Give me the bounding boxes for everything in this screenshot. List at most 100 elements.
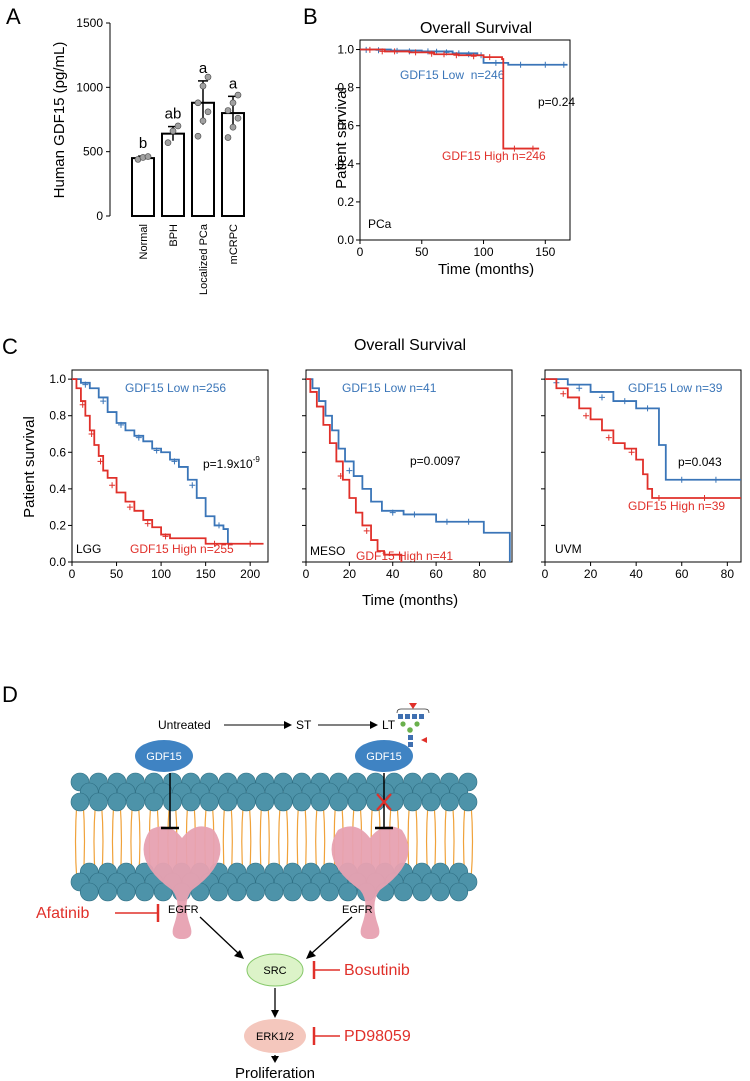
y-tick-label: 0.8: [337, 81, 354, 95]
censor-mark: [465, 51, 472, 58]
egfr-receptor-right: [331, 826, 409, 939]
blocked-cross-icon: [376, 793, 392, 811]
lipid-head: [144, 792, 164, 812]
x-tick-label: 200: [240, 567, 260, 581]
category-label: Normal: [138, 224, 150, 259]
data-point: [169, 127, 177, 135]
censor-mark: [511, 145, 518, 152]
glycan-icon: [396, 703, 430, 747]
gdf15-label: GDF15: [146, 751, 181, 763]
bar: [161, 132, 185, 217]
y-tick-label: 0.0: [337, 233, 354, 247]
y-tick-label: 500: [83, 145, 103, 159]
data-point: [224, 107, 232, 114]
censor-mark: [88, 431, 95, 437]
data-point: [199, 82, 207, 90]
survival-curve: [545, 378, 741, 499]
panel-label-a: A: [6, 4, 21, 29]
y-tick-label: 1.0: [337, 43, 354, 57]
x-tick-label: 40: [629, 567, 643, 581]
data-point: [144, 153, 152, 160]
censor-mark: [441, 51, 447, 58]
category-label: BPH: [168, 224, 180, 247]
arrowhead: [306, 950, 316, 959]
legend-low: GDF15 Low n=41: [342, 381, 437, 395]
lipid-head: [384, 792, 404, 812]
x-tick-label: 50: [110, 567, 124, 581]
censor-mark: [560, 61, 567, 68]
plot-frame: [71, 369, 269, 563]
censor-mark: [621, 398, 628, 405]
legend-low: GDF15 Low n=39: [628, 381, 723, 395]
lipid-head: [329, 792, 348, 812]
censor-mark: [486, 54, 493, 61]
lipid-head: [449, 882, 469, 902]
erk-node: [244, 1019, 306, 1053]
category-label: Localized PCa: [198, 223, 210, 295]
data-point: [229, 99, 237, 107]
x-tick-label: 100: [151, 567, 171, 581]
censor-mark: [411, 511, 418, 518]
lipid-head: [227, 882, 247, 902]
lipid-head: [412, 882, 432, 902]
p-value: p=0.043: [678, 455, 722, 469]
data-point: [199, 117, 207, 125]
lipid-head: [70, 792, 90, 812]
y-axis-label-c: Patient survival: [21, 416, 38, 518]
chart-title-c: Overall Survival: [354, 337, 466, 354]
censor-mark: [337, 473, 344, 480]
data-point: [164, 139, 172, 146]
censor-mark: [379, 48, 386, 55]
y-tick-label: 0.4: [337, 157, 354, 171]
censor-mark: [560, 390, 567, 397]
y-tick-label: 0.0: [49, 555, 66, 569]
y-tick-label: 0.2: [337, 195, 354, 209]
cohort-label: LGG: [76, 542, 101, 556]
lipid-head: [107, 792, 127, 812]
egfr-signaling-diagram: Untreated ST LT GDF15 GDF15: [36, 703, 478, 1081]
lipid-head: [394, 882, 413, 902]
x-tick-label: 20: [584, 567, 598, 581]
legend-high: GDF15 High n=246: [442, 149, 546, 163]
cell-membrane: [70, 772, 478, 902]
data-point: [204, 73, 212, 81]
data-point: [234, 91, 242, 99]
censor-mark: [583, 412, 590, 419]
plot-frame: [544, 369, 742, 563]
censor-mark: [135, 434, 142, 441]
lipid-head: [458, 792, 478, 812]
km-plot-lgg: LGG p=1.9x10-9 GDF15 Low n=256 GDF15 Hig…: [49, 369, 269, 581]
p-value: p=0.0097: [410, 454, 461, 468]
data-point: [224, 134, 232, 141]
censor-mark: [79, 401, 86, 408]
censor-mark: [247, 540, 254, 547]
significance-letter: b: [139, 135, 147, 152]
x-axis-label: Time (months): [438, 261, 534, 278]
y-axis-label: Patient survival: [333, 87, 350, 189]
censor-mark: [529, 145, 536, 152]
survival-curve: [306, 378, 511, 562]
censor-mark: [126, 504, 133, 511]
censor-mark: [470, 53, 477, 60]
erk-label: ERK1/2: [256, 1031, 294, 1043]
lipid-head: [163, 792, 182, 812]
panel-label-b: B: [303, 4, 318, 29]
arrowhead: [284, 721, 292, 729]
p-value: p=0.24: [538, 95, 575, 109]
legend-high: GDF15 High n=39: [628, 499, 725, 513]
lipid-head: [338, 882, 358, 902]
lipid-head: [246, 882, 265, 902]
gdf15-ligand-untreated: [135, 740, 193, 772]
gdf15-label: GDF15: [366, 751, 401, 763]
y-tick-label: 0.8: [49, 409, 66, 423]
survival-curve: [306, 378, 403, 562]
data-point: [229, 123, 237, 131]
bar-chart-gdf15: Human GDF15 (pg/mL) 0 500 1000 1500 b Normal a…: [51, 16, 245, 295]
censor-mark: [465, 518, 472, 525]
afatinib-label: Afatinib: [36, 905, 89, 922]
censor-mark: [171, 458, 178, 465]
censor-mark: [144, 520, 151, 527]
chart-title: Overall Survival: [420, 20, 532, 37]
x-tick-label: 80: [721, 567, 735, 581]
bosutinib-label: Bosutinib: [344, 962, 410, 979]
